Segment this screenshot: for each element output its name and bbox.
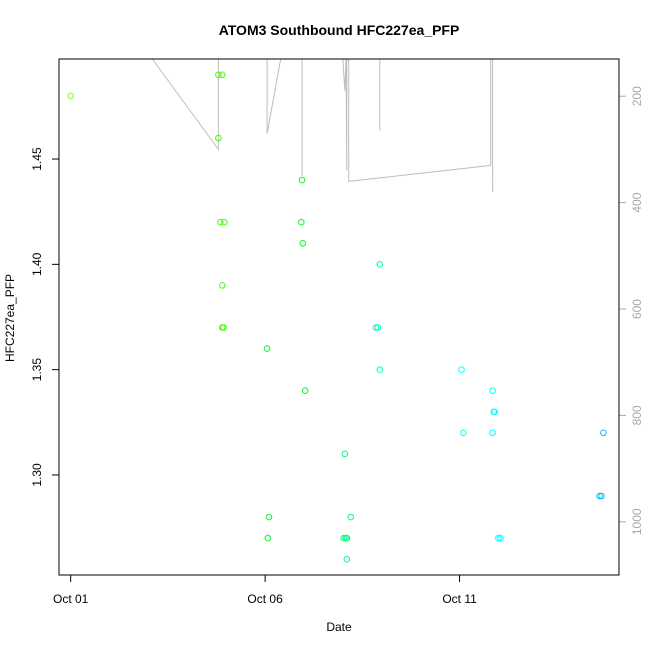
data-point (341, 450, 349, 458)
y-tick-label: 1.30 (30, 463, 44, 487)
data-point (298, 176, 306, 184)
data-point (497, 534, 504, 542)
data-point (67, 92, 74, 100)
y-axis-label: HFC227ea_PFP (3, 274, 17, 362)
altitude-line (151, 58, 494, 192)
data-point (600, 429, 607, 437)
data-point (374, 324, 382, 331)
data-point (376, 366, 384, 374)
data-point (217, 218, 224, 226)
data-point (263, 345, 271, 352)
data-point (596, 492, 603, 500)
right-tick-label: 600 (630, 299, 644, 319)
data-point (264, 534, 272, 542)
data-point (298, 218, 305, 226)
data-point (220, 324, 227, 331)
y-tick-label: 1.40 (30, 252, 44, 276)
right-tick-label: 800 (630, 405, 644, 425)
data-point (219, 282, 226, 289)
altitude-track (151, 58, 494, 192)
data-point (340, 534, 348, 542)
data-point (495, 534, 502, 542)
x-tick-label: Oct 11 (442, 592, 477, 606)
data-point (221, 218, 228, 226)
data-point (219, 71, 226, 79)
data-point (299, 240, 307, 247)
data-point (215, 71, 222, 79)
data-point (460, 429, 467, 437)
data-point (343, 555, 351, 563)
data-point (489, 429, 496, 437)
data-point (372, 324, 380, 331)
right-tick-label: 200 (630, 86, 644, 106)
y-tick-label: 1.45 (30, 147, 44, 171)
data-point (489, 387, 496, 395)
data-point (215, 134, 222, 142)
data-point (301, 387, 309, 395)
data-point (265, 513, 273, 521)
data-point (343, 534, 351, 542)
data-points (67, 71, 607, 563)
data-point (598, 492, 605, 500)
right-tick-label: 400 (630, 192, 644, 212)
data-point (376, 261, 384, 268)
data-point (491, 408, 498, 416)
x-tick-label: Oct 06 (247, 592, 283, 606)
x-tick-label: Oct 01 (53, 592, 89, 606)
plot-frame (58, 58, 620, 576)
x-axis-label: Date (326, 620, 352, 634)
chart-title: ATOM3 Southbound HFC227ea_PFP (219, 22, 460, 38)
data-point (347, 513, 355, 521)
y-tick-label: 1.35 (30, 358, 44, 382)
right-tick-label: 1000 (630, 508, 644, 535)
data-point (458, 366, 465, 374)
